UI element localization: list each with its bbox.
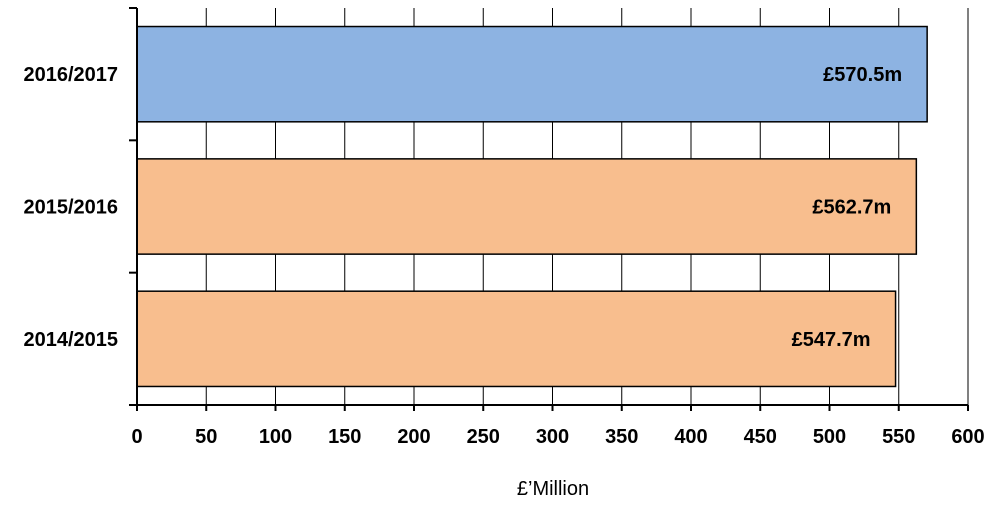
x-tick-label: 200 <box>397 426 430 448</box>
bar-value-label: £547.7m <box>792 329 871 351</box>
bars <box>136 25 928 388</box>
x-tick-label: 150 <box>328 426 361 448</box>
y-category-label: 2015/2016 <box>23 197 118 219</box>
x-tick-label: 450 <box>744 426 777 448</box>
x-axis-title: £’Million <box>517 478 589 500</box>
x-tick-label: 50 <box>195 426 217 448</box>
x-tick-label: 500 <box>813 426 846 448</box>
x-tick-label: 100 <box>259 426 292 448</box>
x-tick-label: 350 <box>605 426 638 448</box>
x-tick-label: 0 <box>131 426 142 448</box>
y-category-label: 2014/2015 <box>23 329 118 351</box>
x-tick-label: 600 <box>951 426 984 448</box>
bar-value-label: £562.7m <box>812 197 891 219</box>
bar <box>136 25 928 123</box>
labels: 0 50 100 150 200 250 300 350 400 450 500 550 600 £547… <box>23 64 984 448</box>
x-tick-label: 300 <box>536 426 569 448</box>
y-category-label: 2016/2017 <box>23 64 118 86</box>
bar <box>136 290 897 388</box>
x-tick-label: 550 <box>882 426 915 448</box>
x-tick-label: 400 <box>674 426 707 448</box>
bar-value-label: £570.5m <box>823 64 902 86</box>
bar <box>136 158 918 255</box>
x-tick-label: 250 <box>467 426 500 448</box>
axes <box>129 7 969 411</box>
